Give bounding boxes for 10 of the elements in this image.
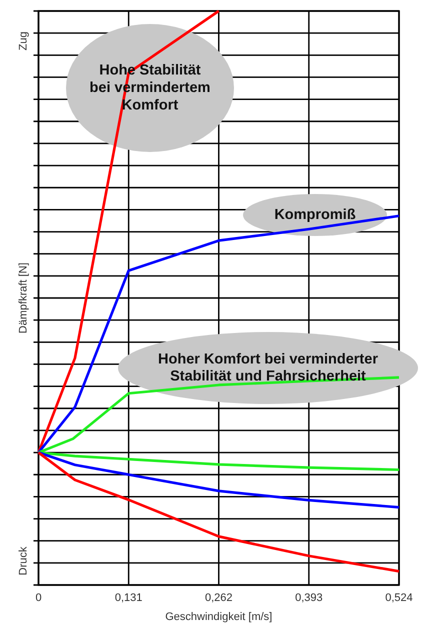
annotation: Kompromiß [274, 207, 356, 223]
x-tick-label: 0,131 [114, 592, 142, 604]
y-axis-title: Dämpfkraft [N] [18, 262, 30, 334]
x-tick-label: 0,393 [295, 592, 323, 604]
x-tick-label: 0 [35, 592, 42, 604]
x-axis-title: Geschwindigkeit [m/s] [165, 611, 272, 623]
x-tick-label: 0,524 [385, 592, 413, 604]
x-tick-label: 0,262 [204, 592, 233, 604]
text: Druck [18, 546, 30, 576]
text: Zug [18, 32, 30, 50]
